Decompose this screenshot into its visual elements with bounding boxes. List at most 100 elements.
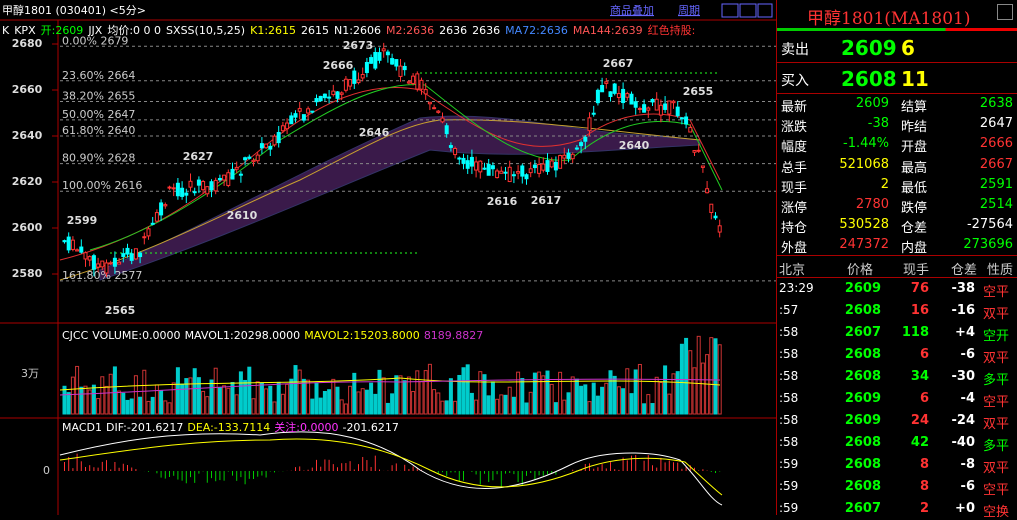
fib-label: 38.20% 2655: [62, 90, 135, 103]
volume-bar: [574, 378, 579, 415]
tick-nature: 空平: [983, 483, 1010, 498]
volume-bar: [612, 375, 617, 415]
volume-bar: [629, 393, 634, 415]
volume-bar: [553, 402, 558, 415]
candle-body: [528, 168, 533, 174]
volume-bar: [310, 398, 315, 415]
indicator: 2636: [472, 24, 500, 37]
volume-bar: [196, 377, 201, 415]
volume-bar: [201, 390, 206, 415]
volume-bar: [419, 381, 424, 415]
volume-bar: [541, 375, 546, 415]
volume-bar: [499, 394, 504, 415]
candle-body: [306, 108, 311, 114]
candle-body: [222, 174, 227, 181]
candle-body: [196, 179, 201, 186]
fib-label: 80.90% 2628: [62, 152, 135, 165]
volume-bar: [646, 394, 651, 415]
volume-field: MAVOL2:15203.8000: [304, 329, 420, 342]
candle-body: [591, 112, 596, 115]
tick-nature: 双平: [983, 351, 1010, 366]
candle-body: [343, 78, 348, 91]
tick-nature: 空换: [983, 505, 1010, 520]
volume-bar: [490, 381, 495, 415]
candle-body: [419, 79, 424, 90]
candle-body: [226, 172, 231, 186]
quote-value: 2780: [855, 197, 889, 212]
indicator: K: [2, 24, 10, 37]
volume-bar: [667, 393, 672, 415]
volume-bar: [133, 375, 138, 415]
candle-body: [314, 98, 319, 103]
indicator: K1:2615: [250, 24, 296, 37]
button[interactable]: [757, 3, 773, 18]
candle-body: [579, 142, 584, 147]
volume-bar: [478, 371, 483, 415]
tick-header: 北京: [779, 263, 806, 278]
link[interactable]: 周期: [678, 4, 700, 17]
volume-bar: [259, 382, 264, 415]
volume-bar: [390, 393, 395, 415]
volume-bar: [306, 379, 311, 415]
volume-bar: [293, 365, 298, 415]
candle-body: [264, 143, 269, 149]
volume-bar: [524, 402, 529, 415]
candle-body: [621, 88, 626, 104]
volume-bar: [159, 389, 164, 415]
volume-bar: [238, 371, 243, 415]
price-label: 2627: [183, 150, 214, 163]
tick-price: 2609: [844, 391, 881, 406]
y-tick-label: 2620: [12, 175, 43, 188]
candle-body: [87, 256, 92, 261]
candle-body: [234, 166, 239, 170]
link[interactable]: 商品叠加: [610, 3, 654, 17]
tick-nature: 空开: [983, 329, 1010, 344]
candle-body: [356, 79, 361, 84]
quote-value: 2609: [855, 96, 889, 111]
tick-price: 2608: [844, 303, 881, 318]
volume-bar: [301, 378, 306, 415]
candle-body: [549, 160, 554, 168]
candle-body: [545, 160, 550, 172]
volume-bar: [457, 374, 462, 415]
tick-time: :58: [779, 325, 799, 339]
volume-bar: [503, 394, 508, 415]
candle-body: [553, 161, 558, 171]
price-label: 2646: [359, 126, 390, 139]
candle-body: [717, 225, 722, 233]
candle-body: [293, 113, 298, 118]
trade-price: 2609: [841, 36, 897, 60]
macd-field: DEA:-133.7114: [187, 421, 270, 434]
candle-body: [532, 164, 537, 169]
volume-bar: [637, 363, 642, 415]
volume-bar: [255, 381, 260, 415]
ma-line: [89, 83, 723, 251]
volume-field: CJCC: [62, 329, 89, 342]
button[interactable]: [739, 3, 757, 18]
candle-body: [654, 98, 659, 111]
volume-bar: [402, 380, 407, 415]
quote-value: 530528: [839, 217, 889, 233]
volume-bar: [373, 393, 378, 415]
quote-value: 247372: [839, 237, 889, 253]
candle-body: [352, 70, 357, 84]
button[interactable]: [721, 3, 739, 18]
candle-body: [406, 81, 411, 84]
candle-body: [432, 107, 437, 110]
candle-body: [108, 262, 113, 265]
volume-field: MAVOL1:20298.0000: [185, 329, 301, 342]
candle-body: [276, 131, 281, 144]
volume-bar: [142, 369, 147, 415]
quote-value: 2666: [979, 136, 1013, 152]
candle-body: [146, 228, 151, 237]
candle-body: [503, 171, 508, 174]
price-label: 2667: [603, 57, 634, 70]
candle-body: [566, 152, 571, 159]
indicator: MA144:2639: [573, 24, 643, 37]
indicator: 开:2609: [41, 24, 84, 37]
tick-time: :57: [779, 303, 799, 317]
indicator: KPX: [14, 24, 36, 37]
close-button[interactable]: [997, 4, 1013, 20]
candle-body: [100, 260, 105, 268]
